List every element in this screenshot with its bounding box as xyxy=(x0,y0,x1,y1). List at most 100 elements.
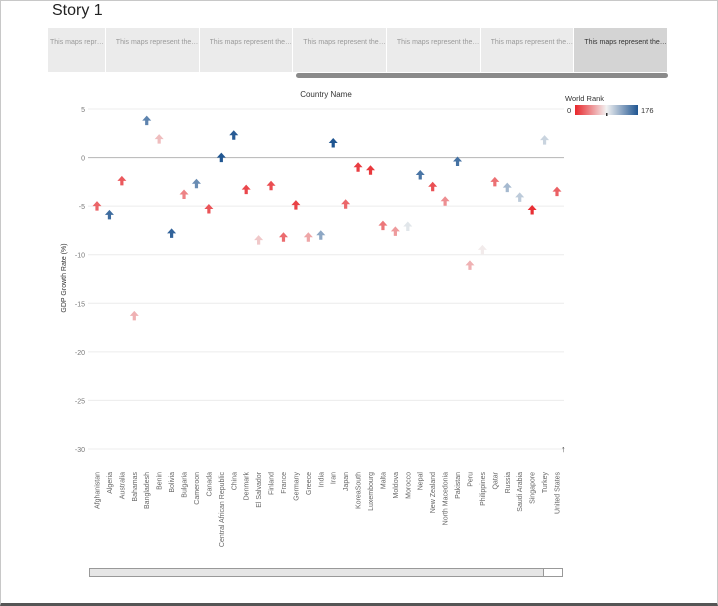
arrow-up-icon xyxy=(540,135,550,145)
y-axis: 5 0 -5 -10 -15 -20 -25 -30 xyxy=(75,107,85,454)
x-tick-label: Bahamas xyxy=(132,472,139,502)
x-tick-label: Finland xyxy=(269,472,276,495)
x-tick-label: Philippines xyxy=(480,472,487,506)
data-point-arrow[interactable] xyxy=(390,226,400,236)
data-point-arrow[interactable] xyxy=(191,178,201,189)
x-tick-label: Germany xyxy=(293,472,300,501)
chart-horizontal-scrollbar[interactable] xyxy=(89,568,563,577)
chart-marks xyxy=(92,115,562,321)
arrow-up-icon xyxy=(167,228,177,238)
y-tick-label: -20 xyxy=(75,350,85,357)
data-point-arrow[interactable] xyxy=(440,196,450,206)
data-point-arrow[interactable] xyxy=(167,228,177,238)
x-tick-label: Denmark xyxy=(244,472,251,501)
arrow-up-icon xyxy=(502,182,512,193)
arrow-up-icon xyxy=(403,221,413,232)
x-tick-label: Qatar xyxy=(492,471,499,489)
x-tick-label: Afghanistan xyxy=(95,472,102,509)
arrow-up-icon xyxy=(552,186,562,197)
arrow-up-icon xyxy=(490,176,500,187)
data-point-arrow[interactable] xyxy=(229,130,239,140)
data-point-arrow[interactable] xyxy=(204,204,214,214)
x-tick-label: Algeria xyxy=(107,472,114,494)
arrow-up-icon xyxy=(229,130,239,140)
data-point-arrow[interactable] xyxy=(453,156,463,166)
tabs-scrollbar[interactable] xyxy=(296,73,668,78)
y-tick-label: 0 xyxy=(81,156,85,163)
data-point-arrow[interactable] xyxy=(527,205,537,215)
x-tick-label: Malta xyxy=(380,472,387,489)
x-tick-label: United States xyxy=(555,472,562,515)
data-point-arrow[interactable] xyxy=(129,310,139,321)
x-tick-label: Cameroon xyxy=(194,472,201,505)
arrow-up-icon xyxy=(415,170,425,180)
story-tab-5[interactable]: This maps represent the correlation betw… xyxy=(386,28,481,72)
data-point-arrow[interactable] xyxy=(415,170,425,180)
data-point-arrow[interactable] xyxy=(502,182,512,193)
arrow-up-icon xyxy=(129,310,139,321)
data-point-arrow[interactable] xyxy=(278,232,288,242)
arrow-up-icon xyxy=(266,180,276,191)
story-tab-1[interactable]: This maps represent th... xyxy=(48,28,106,72)
data-point-arrow[interactable] xyxy=(366,165,376,175)
x-tick-label: Moldova xyxy=(393,472,400,499)
x-tick-label: Bolivia xyxy=(169,472,176,493)
arrow-up-icon xyxy=(366,165,376,175)
x-tick-label: Turkey xyxy=(542,472,549,494)
data-point-arrow[interactable] xyxy=(515,192,525,202)
data-point-arrow[interactable] xyxy=(216,152,226,163)
color-legend: World Rank 0 176 xyxy=(565,94,654,116)
data-point-arrow[interactable] xyxy=(552,186,562,197)
story-tab-7[interactable]: This maps represent the top 40 countries… xyxy=(574,28,669,72)
data-point-arrow[interactable] xyxy=(266,180,276,191)
arrow-up-icon xyxy=(440,196,450,206)
arrow-up-icon xyxy=(465,260,475,270)
data-point-arrow[interactable] xyxy=(341,199,351,209)
scrollbar-thumb[interactable] xyxy=(543,569,562,576)
x-tick-label: Saudi Arabia xyxy=(517,472,524,512)
arrow-up-icon xyxy=(254,235,264,245)
y-axis-label: GDP Growth Rate (%) xyxy=(61,243,68,312)
data-point-arrow[interactable] xyxy=(490,176,500,187)
arrow-up-icon xyxy=(527,205,537,215)
chart-title: Country Name xyxy=(300,90,352,99)
data-point-arrow[interactable] xyxy=(92,201,102,211)
data-point-arrow[interactable] xyxy=(477,244,487,255)
y-tick-label: -30 xyxy=(75,447,85,454)
chart-grid xyxy=(88,108,564,450)
story-tab-4[interactable]: This maps represent the inflation rate i… xyxy=(293,28,387,72)
data-point-arrow[interactable] xyxy=(241,184,251,195)
arrow-up-icon xyxy=(303,232,313,242)
data-point-arrow[interactable] xyxy=(254,235,264,245)
data-point-arrow[interactable] xyxy=(316,230,326,240)
story-tab-3[interactable]: This maps represent the index score base… xyxy=(199,28,294,72)
x-tick-label: Singapore xyxy=(530,472,537,504)
data-point-arrow[interactable] xyxy=(378,220,388,231)
x-tick-label: Greece xyxy=(306,472,313,495)
data-point-arrow[interactable] xyxy=(117,175,127,186)
x-tick-label: El Salvador xyxy=(256,471,263,507)
data-point-arrow[interactable] xyxy=(428,181,438,192)
story-tab-6[interactable]: This maps represent the correlation betw… xyxy=(480,28,575,72)
data-point-arrow[interactable] xyxy=(465,260,475,270)
data-point-arrow[interactable] xyxy=(142,115,152,126)
data-point-arrow[interactable] xyxy=(353,162,363,172)
y-tick-label: -10 xyxy=(75,253,85,260)
data-point-arrow[interactable] xyxy=(179,189,189,199)
x-tick-label: Bulgaria xyxy=(182,472,189,498)
arrow-up-icon xyxy=(291,200,301,210)
data-point-arrow[interactable] xyxy=(403,221,413,232)
x-tick-label: Luxembourg xyxy=(368,472,375,511)
data-point-arrow[interactable] xyxy=(328,138,338,148)
story-tab-2[interactable]: This maps represent the index score base… xyxy=(105,28,200,72)
x-tick-label: Japan xyxy=(343,472,350,491)
data-point-arrow[interactable] xyxy=(104,209,114,220)
arrow-up-icon xyxy=(154,134,164,144)
y-tick-label: 5 xyxy=(81,107,85,114)
data-point-arrow[interactable] xyxy=(303,232,313,242)
data-point-arrow[interactable] xyxy=(154,134,164,144)
story-tabs: This maps represent th... This maps repr… xyxy=(48,28,669,72)
data-point-arrow[interactable] xyxy=(291,200,301,210)
data-point-arrow[interactable] xyxy=(540,135,550,145)
